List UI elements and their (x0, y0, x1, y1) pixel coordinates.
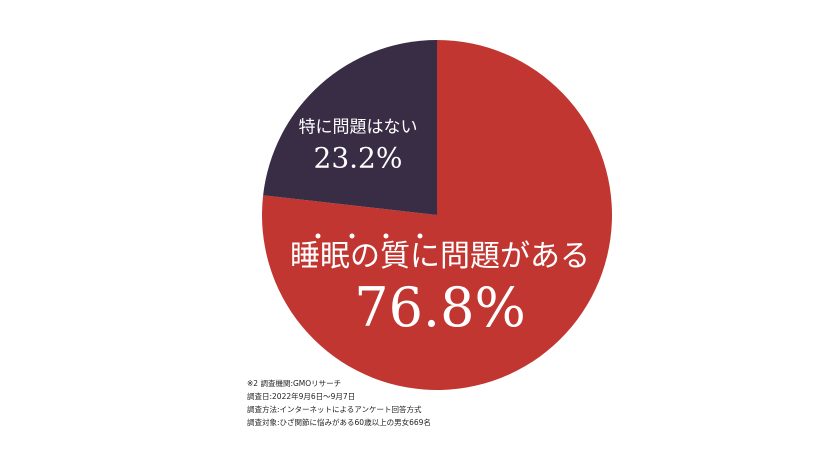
emphasis-dots (315, 233, 423, 239)
pie-slice (263, 40, 437, 215)
footnote: 調査日:2022年9月6日〜9月7日 (247, 391, 355, 401)
slice-label: 睡眠の質に問題がある (290, 239, 590, 274)
slice-value-label: 23.2% (314, 142, 403, 175)
pie-slice (261, 40, 613, 391)
footnote: 調査方法:インターネットによるアンケート回答方式 (247, 404, 422, 414)
slice-label: 特に問題はない (299, 118, 418, 138)
footnote: ※2 調査機関:GMOリサーチ (247, 378, 341, 388)
slice-value-label: 76.8% (354, 276, 526, 339)
footnote: 調査対象:ひざ関節に悩みがある60歳以上の男女669名 (247, 417, 431, 427)
